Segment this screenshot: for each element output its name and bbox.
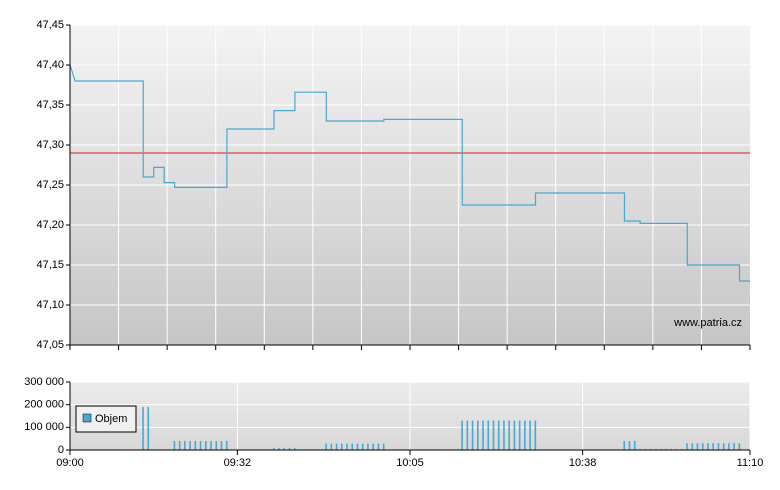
volume-bar	[518, 420, 521, 450]
volume-bar	[142, 406, 144, 450]
volume-bar	[466, 420, 469, 450]
x-tick-label: 09:32	[224, 457, 252, 469]
y-tick-label: 47,40	[36, 59, 64, 71]
volume-bar	[351, 443, 354, 450]
watermark: www.patria.cz	[673, 317, 742, 329]
volume-bar	[717, 443, 720, 450]
volume-bar	[293, 448, 296, 450]
volume-bar	[728, 443, 730, 450]
volume-bar	[189, 440, 191, 450]
y-tick-label: 200 000	[24, 399, 64, 411]
volume-bar	[508, 420, 510, 450]
volume-bar	[513, 420, 516, 450]
volume-bar	[210, 440, 212, 450]
y-tick-label: 47,10	[36, 299, 64, 311]
volume-bar	[194, 440, 197, 450]
legend-label: Objem	[95, 413, 127, 425]
y-tick-label: 47,30	[36, 139, 64, 151]
volume-bar	[691, 443, 694, 450]
volume-bar	[477, 420, 479, 450]
y-tick-label: 47,15	[36, 259, 64, 271]
volume-bar	[205, 440, 207, 450]
volume-bar	[534, 420, 537, 450]
y-tick-label: 0	[58, 444, 64, 456]
volume-bar	[487, 420, 490, 450]
volume-bar	[283, 448, 286, 450]
volume-bar	[367, 443, 369, 450]
y-tick-label: 47,20	[36, 219, 64, 231]
y-tick-label: 47,05	[36, 339, 64, 351]
volume-bar	[361, 443, 364, 450]
volume-bar	[497, 420, 500, 450]
volume-bar	[524, 420, 526, 450]
y-tick-label: 47,45	[36, 19, 64, 31]
volume-bar	[529, 420, 531, 450]
volume-bar	[623, 440, 626, 450]
y-tick-label: 300 000	[24, 376, 64, 388]
volume-bar	[341, 443, 343, 450]
volume-bar	[220, 440, 223, 450]
volume-bar	[628, 440, 631, 450]
y-tick-label: 47,35	[36, 99, 64, 111]
legend-swatch	[82, 413, 92, 423]
x-tick-label: 10:05	[396, 457, 424, 469]
volume-bar	[482, 420, 484, 450]
volume-bar	[346, 443, 348, 450]
price-line	[69, 64, 750, 282]
volume-bar	[712, 443, 714, 450]
y-tick-label: 47,25	[36, 179, 64, 191]
volume-bar	[278, 448, 280, 450]
volume-bar	[633, 440, 636, 450]
volume-bar	[492, 420, 495, 450]
volume-bar	[377, 443, 380, 450]
volume-bar	[382, 443, 385, 450]
volume-bar	[335, 443, 338, 450]
volume-bar	[199, 440, 202, 450]
volume-bar	[178, 440, 181, 450]
y-tick-label: 100 000	[24, 421, 64, 433]
volume-bar	[707, 443, 709, 450]
x-tick-label: 09:00	[56, 457, 84, 469]
volume-bar	[696, 443, 699, 450]
volume-bar	[372, 443, 374, 450]
volume-bar	[701, 443, 704, 450]
x-tick-label: 10:38	[569, 457, 597, 469]
volume-bar	[461, 420, 463, 450]
volume-bar	[325, 443, 327, 450]
volume-bar	[471, 420, 474, 450]
volume-bar	[330, 443, 333, 450]
volume-bar	[738, 443, 741, 450]
volume-bar	[288, 448, 291, 450]
volume-bar	[686, 443, 688, 450]
x-tick-label: 11:10	[737, 457, 764, 469]
volume-bar	[225, 440, 228, 450]
volume-bar	[733, 443, 735, 450]
volume-bar	[147, 406, 150, 450]
volume-bar	[722, 443, 725, 450]
volume-bar	[215, 440, 218, 450]
volume-bar	[356, 443, 359, 450]
volume-bar	[173, 440, 176, 450]
volume-bar	[184, 440, 186, 450]
volume-bar	[503, 420, 505, 450]
volume-bar	[273, 448, 275, 450]
